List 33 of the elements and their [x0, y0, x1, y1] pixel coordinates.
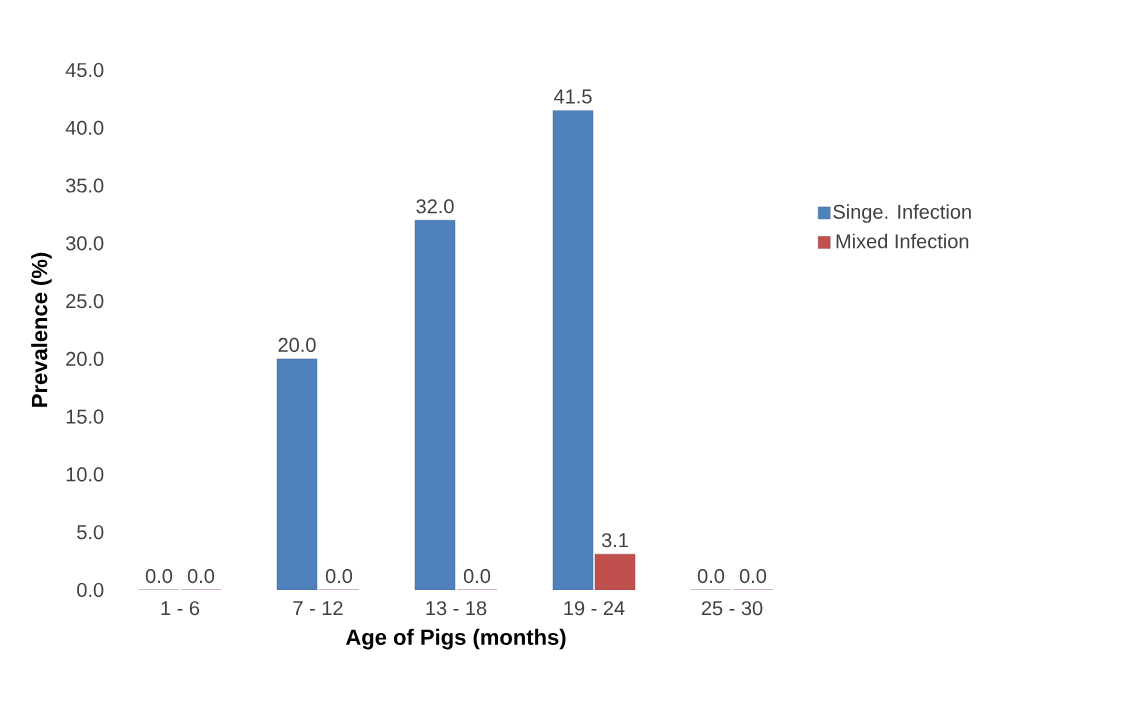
- bar: [414, 220, 456, 590]
- y-tick-label: 10.0: [66, 467, 104, 482]
- x-tick-label: 25 - 30: [701, 601, 763, 616]
- legend-label: Mixed Infection: [836, 233, 969, 249]
- y-tick-label: 25.0: [66, 294, 104, 309]
- data-label: 41.5: [554, 89, 592, 104]
- data-label: 0.0: [187, 568, 215, 584]
- y-tick-label: 0.0: [77, 582, 104, 598]
- bar: [552, 110, 594, 590]
- y-tick-label: 30.0: [65, 236, 104, 251]
- data-label: 0.0: [463, 568, 491, 584]
- x-tick-label: 7 - 12: [293, 601, 343, 616]
- y-axis-title: Prevalence (%): [31, 252, 52, 407]
- bar: [276, 358, 318, 590]
- y-tick-label: 20.0: [66, 351, 104, 366]
- y-tick-label: 5.0: [77, 525, 104, 540]
- y-tick-label: 45.0: [65, 62, 104, 78]
- x-tick-label: 1 - 6: [161, 601, 200, 616]
- data-label: 0.0: [739, 568, 767, 584]
- data-label: 0.0: [145, 568, 173, 584]
- x-axis-title: Age of Pigs (months): [345, 628, 566, 650]
- x-tick-label: 13 - 18: [426, 601, 487, 616]
- y-tick-label: 35.0: [65, 178, 104, 193]
- data-label: 3.1: [601, 533, 628, 548]
- data-label: 32.0: [416, 199, 454, 214]
- data-label: 0.0: [325, 568, 353, 584]
- y-tick-label: 15.0: [66, 409, 104, 424]
- y-tick-label: 40.0: [65, 120, 104, 135]
- bar: [594, 553, 636, 590]
- x-tick-label: 19 - 24: [564, 601, 625, 616]
- data-label: 0.0: [697, 568, 725, 584]
- legend-label: Singe. Infection: [833, 204, 971, 223]
- data-label: 20.0: [278, 337, 316, 353]
